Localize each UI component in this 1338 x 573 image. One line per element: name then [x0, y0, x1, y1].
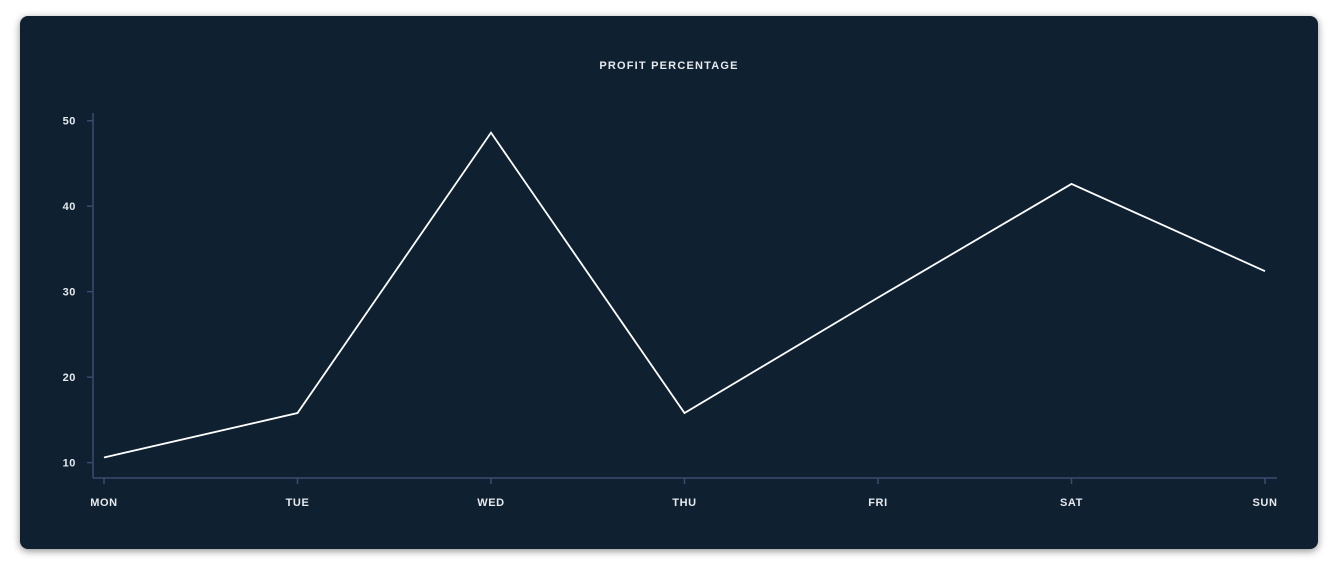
x-tick-label: TUE — [286, 497, 310, 509]
chart-card: PROFIT PERCENTAGE 10 20 30 40 50 MON TUE WED TH… — [20, 16, 1318, 549]
x-tick-label: MON — [90, 497, 117, 509]
x-tick-label: FRI — [868, 497, 888, 509]
x-tick-label: SUN — [1252, 497, 1277, 509]
x-tick-label: THU — [672, 497, 696, 509]
y-tick-label: 40 — [63, 201, 76, 213]
axes — [92, 113, 1277, 479]
y-tick-label: 10 — [63, 458, 76, 470]
y-tick-label: 50 — [63, 116, 76, 128]
y-axis-ticks: 10 20 30 40 50 — [63, 116, 93, 470]
x-tick-label: SAT — [1060, 497, 1083, 509]
line-chart: PROFIT PERCENTAGE 10 20 30 40 50 MON TUE WED TH… — [63, 60, 1277, 509]
y-tick-label: 30 — [63, 287, 76, 299]
x-axis-ticks: MON TUE WED THU FRI SAT SUN — [90, 478, 1277, 509]
series-group — [103, 131, 1266, 459]
series-line — [103, 131, 1266, 459]
chart-title: PROFIT PERCENTAGE — [599, 60, 738, 72]
x-tick-label: WED — [477, 497, 504, 509]
y-tick-label: 20 — [63, 372, 76, 384]
